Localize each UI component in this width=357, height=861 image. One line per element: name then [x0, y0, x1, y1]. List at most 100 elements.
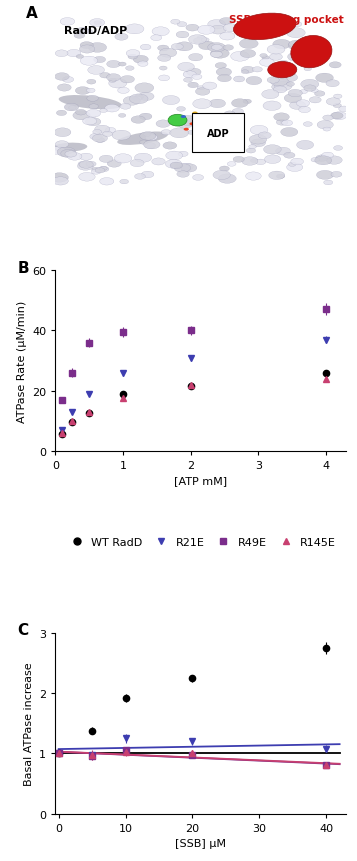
Ellipse shape	[333, 104, 341, 108]
Ellipse shape	[303, 122, 312, 127]
Ellipse shape	[79, 173, 95, 182]
Ellipse shape	[126, 67, 134, 71]
Ellipse shape	[79, 162, 93, 169]
Ellipse shape	[269, 172, 285, 180]
Ellipse shape	[287, 53, 305, 62]
Ellipse shape	[217, 76, 231, 83]
Ellipse shape	[188, 123, 196, 127]
Ellipse shape	[93, 130, 102, 135]
Ellipse shape	[181, 164, 197, 173]
Ellipse shape	[250, 28, 268, 37]
Ellipse shape	[130, 160, 144, 168]
Ellipse shape	[89, 105, 99, 109]
Ellipse shape	[114, 154, 132, 164]
Ellipse shape	[88, 66, 105, 75]
Ellipse shape	[128, 55, 137, 60]
Ellipse shape	[85, 119, 101, 127]
Ellipse shape	[135, 84, 154, 94]
Ellipse shape	[265, 156, 281, 164]
Ellipse shape	[145, 144, 156, 149]
Ellipse shape	[296, 101, 310, 108]
Ellipse shape	[292, 22, 302, 28]
Ellipse shape	[86, 162, 96, 167]
Ellipse shape	[178, 64, 195, 72]
Ellipse shape	[281, 128, 298, 137]
Ellipse shape	[331, 172, 342, 178]
Ellipse shape	[323, 128, 331, 132]
Ellipse shape	[249, 135, 267, 145]
Ellipse shape	[112, 131, 131, 141]
Text: C: C	[17, 623, 29, 638]
Ellipse shape	[140, 133, 156, 141]
Ellipse shape	[267, 77, 279, 84]
Ellipse shape	[324, 181, 333, 186]
Ellipse shape	[231, 100, 248, 108]
Ellipse shape	[123, 97, 140, 106]
Ellipse shape	[233, 158, 245, 163]
Ellipse shape	[223, 46, 233, 51]
Ellipse shape	[79, 46, 95, 54]
Ellipse shape	[174, 164, 191, 173]
Ellipse shape	[270, 54, 282, 61]
Ellipse shape	[262, 57, 269, 60]
Ellipse shape	[107, 161, 121, 168]
Ellipse shape	[322, 153, 333, 159]
Ellipse shape	[323, 116, 333, 121]
Ellipse shape	[220, 33, 235, 41]
Ellipse shape	[210, 49, 229, 59]
Ellipse shape	[289, 41, 305, 49]
Ellipse shape	[316, 171, 333, 180]
Ellipse shape	[170, 128, 188, 139]
Ellipse shape	[243, 100, 251, 104]
Ellipse shape	[317, 121, 333, 130]
Ellipse shape	[80, 42, 93, 50]
Ellipse shape	[201, 39, 209, 43]
Ellipse shape	[312, 43, 324, 49]
Ellipse shape	[79, 154, 93, 161]
Ellipse shape	[138, 62, 148, 67]
Ellipse shape	[88, 44, 107, 53]
Ellipse shape	[86, 89, 95, 94]
Ellipse shape	[159, 76, 170, 82]
Ellipse shape	[251, 139, 266, 147]
Ellipse shape	[249, 146, 256, 150]
Ellipse shape	[100, 178, 114, 186]
Ellipse shape	[168, 115, 187, 127]
Ellipse shape	[117, 88, 129, 95]
Ellipse shape	[262, 90, 279, 100]
Ellipse shape	[212, 138, 221, 142]
Ellipse shape	[180, 164, 193, 171]
Ellipse shape	[280, 121, 288, 126]
Ellipse shape	[240, 51, 256, 59]
Ellipse shape	[102, 132, 112, 137]
Ellipse shape	[62, 77, 74, 84]
Ellipse shape	[183, 128, 189, 132]
Ellipse shape	[178, 152, 188, 158]
Ellipse shape	[241, 67, 254, 74]
Ellipse shape	[284, 95, 302, 103]
Ellipse shape	[299, 108, 311, 114]
Ellipse shape	[95, 169, 105, 174]
Ellipse shape	[286, 28, 305, 39]
Ellipse shape	[171, 20, 180, 25]
Ellipse shape	[100, 73, 110, 79]
Ellipse shape	[236, 31, 249, 38]
Ellipse shape	[227, 163, 236, 167]
Ellipse shape	[54, 128, 71, 138]
Ellipse shape	[159, 67, 167, 71]
Ellipse shape	[281, 74, 298, 83]
Ellipse shape	[255, 160, 266, 165]
Ellipse shape	[315, 91, 325, 97]
Ellipse shape	[181, 116, 186, 119]
Ellipse shape	[178, 116, 197, 127]
Ellipse shape	[165, 160, 182, 169]
Ellipse shape	[177, 171, 189, 178]
Ellipse shape	[94, 22, 102, 26]
Ellipse shape	[210, 52, 222, 59]
X-axis label: [ATP mM]: [ATP mM]	[174, 476, 227, 486]
Ellipse shape	[109, 79, 127, 89]
Ellipse shape	[308, 55, 324, 63]
Ellipse shape	[82, 118, 97, 126]
Ellipse shape	[193, 39, 205, 45]
Ellipse shape	[183, 78, 192, 84]
